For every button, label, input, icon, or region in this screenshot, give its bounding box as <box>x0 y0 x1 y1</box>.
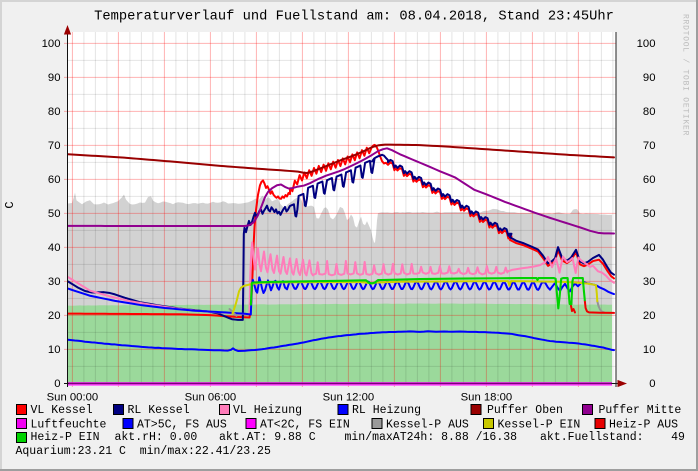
svg-text:VL Kessel: VL Kessel <box>31 404 93 417</box>
svg-text:Puffer Oben: Puffer Oben <box>487 404 563 417</box>
svg-text:100: 100 <box>42 38 61 50</box>
svg-text:60: 60 <box>643 174 656 186</box>
svg-text:60: 60 <box>48 174 61 186</box>
svg-text:50: 50 <box>48 208 61 220</box>
svg-text:RL Heizung: RL Heizung <box>352 404 421 417</box>
svg-text:40: 40 <box>48 242 61 254</box>
svg-text:Sun 18:00: Sun 18:00 <box>461 392 513 404</box>
svg-text:20: 20 <box>643 310 656 322</box>
svg-text:akt.AT: 9.88 C: akt.AT: 9.88 C <box>219 431 316 444</box>
svg-text:Kessel-P AUS: Kessel-P AUS <box>386 418 469 431</box>
svg-text:RRDTOOL / TOBI OETIKER: RRDTOOL / TOBI OETIKER <box>681 14 690 136</box>
svg-text:min/maxAT24h: 8.88 /16.38: min/maxAT24h: 8.88 /16.38 <box>345 431 518 444</box>
svg-text:80: 80 <box>48 106 61 118</box>
svg-text:akt.Fuellstand: 49: akt.Fuellstand: 49 <box>540 431 685 444</box>
svg-text:AT>5C, FS AUS: AT>5C, FS AUS <box>137 418 227 431</box>
svg-text:90: 90 <box>643 72 656 84</box>
svg-text:Sun 12:00: Sun 12:00 <box>323 392 375 404</box>
svg-text:Heiz-P EIN: Heiz-P EIN <box>31 431 100 444</box>
svg-text:Sun 06:00: Sun 06:00 <box>185 392 237 404</box>
svg-text:Luftfeuchte: Luftfeuchte <box>31 418 107 431</box>
svg-text:Heiz-P AUS: Heiz-P AUS <box>609 418 678 431</box>
svg-text:100: 100 <box>637 38 656 50</box>
svg-text:10: 10 <box>48 344 61 356</box>
svg-text:Sun 00:00: Sun 00:00 <box>47 392 99 404</box>
svg-text:10: 10 <box>643 344 656 356</box>
svg-text:RL Kessel: RL Kessel <box>128 404 190 417</box>
svg-text:90: 90 <box>48 72 61 84</box>
svg-text:akt.rH: 0.00: akt.rH: 0.00 <box>115 431 198 444</box>
svg-text:VL Heizung: VL Heizung <box>233 404 302 417</box>
svg-text:20: 20 <box>48 310 61 322</box>
svg-text:AT<2C, FS EIN: AT<2C, FS EIN <box>260 418 350 431</box>
svg-text:0: 0 <box>649 378 655 390</box>
svg-text:80: 80 <box>643 106 656 118</box>
svg-text:Puffer Mitte: Puffer Mitte <box>599 404 682 417</box>
svg-text:C: C <box>3 201 17 208</box>
svg-text:0: 0 <box>54 378 60 390</box>
svg-text:50: 50 <box>643 208 656 220</box>
svg-text:Kessel-P EIN: Kessel-P EIN <box>498 418 581 431</box>
svg-text:40: 40 <box>643 242 656 254</box>
svg-text:30: 30 <box>48 276 61 288</box>
svg-text:70: 70 <box>643 140 656 152</box>
svg-text:Aquarium:23.21 C min/max:22.4: Aquarium:23.21 C min/max:22.41/23.25 <box>16 445 271 458</box>
svg-text:Temperaturverlauf und Fuellsta: Temperaturverlauf und Fuellstand am: 08.… <box>94 9 614 25</box>
svg-text:70: 70 <box>48 140 61 152</box>
svg-text:30: 30 <box>643 276 656 288</box>
